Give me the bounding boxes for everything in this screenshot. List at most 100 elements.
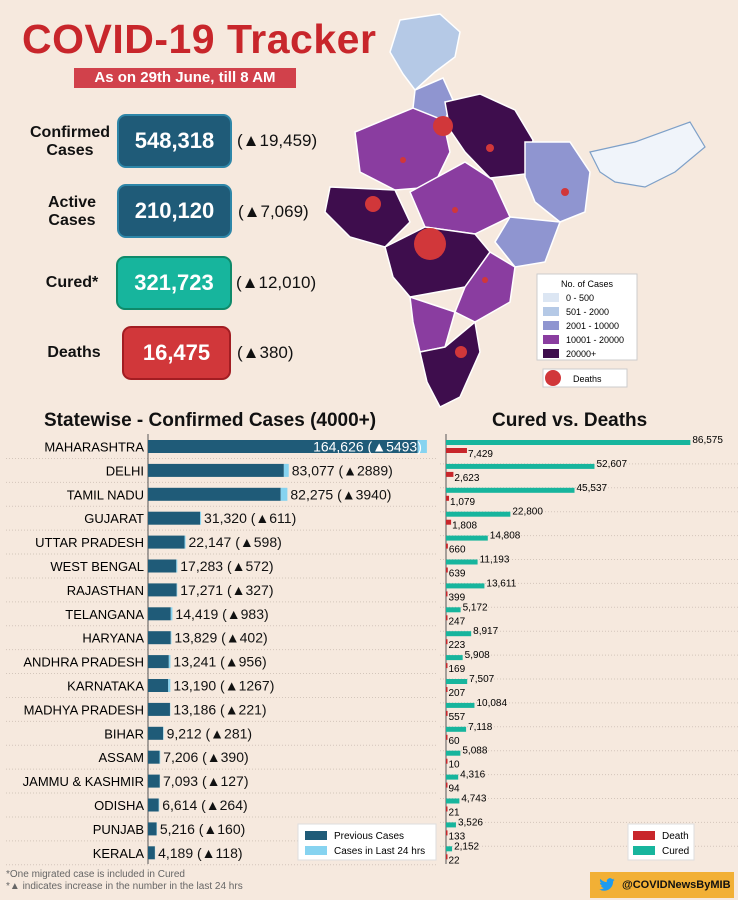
bar-cured-punjab <box>446 822 456 828</box>
value-label-karnataka: 13,190 (▲1267) <box>173 678 274 694</box>
twitter-icon <box>599 878 615 891</box>
death-label-telangana: 247 <box>449 616 466 627</box>
bar-death-odisha <box>446 806 448 812</box>
deaths-legend-box <box>542 368 628 388</box>
legend-swatch-1 <box>543 293 559 302</box>
region-tamil-nadu <box>419 320 481 409</box>
bar-death-jammu-kashmir <box>446 782 448 788</box>
value-label-gujarat: 31,320 (▲611) <box>204 510 296 526</box>
bar-cured-west-bengal <box>446 559 478 565</box>
cured-label-delhi: 52,607 <box>596 459 627 470</box>
death-label-gujarat: 1,808 <box>452 521 477 532</box>
death-bubbles <box>365 116 569 358</box>
bar-previous-andhra-pradesh <box>148 655 169 669</box>
value-label-kerala: 4,189 (▲118) <box>158 845 242 861</box>
region-rajasthan <box>354 107 451 191</box>
value-label-punjab: 5,216 (▲160) <box>160 821 245 837</box>
death-bubble-madhya-pradesh <box>452 207 458 213</box>
legend-label-death: Death <box>662 831 689 842</box>
state-label-madhya-pradesh: MADHYA PRADESH <box>24 702 144 717</box>
legend-item-3: 2001 - 10000 <box>566 321 619 331</box>
cured-label-jammu-kashmir: 4,316 <box>460 770 485 781</box>
bar-death-madhya-pradesh <box>446 710 448 716</box>
cd-marks: 86,575 7,429 52,607 2,623 45,537 1,079 22,800 1… <box>446 435 723 866</box>
bar-death-punjab <box>446 830 448 836</box>
value-label-madhya-pradesh: 13,186 (▲221) <box>173 701 266 717</box>
bar-death-gujarat <box>446 519 452 525</box>
india-map: No. of Cases 0 - 500 501 - 2000 2001 - 1… <box>324 13 706 409</box>
death-label-kerala: 22 <box>449 855 461 866</box>
cured-label-odisha: 4,743 <box>461 794 486 805</box>
cured-label-karnataka: 7,507 <box>469 674 494 685</box>
region-gujarat <box>324 186 411 248</box>
death-label-odisha: 21 <box>449 808 461 819</box>
bar-last24-rajasthan <box>176 583 178 597</box>
bar-death-uttar-pradesh <box>446 543 448 549</box>
bar-cured-odisha <box>446 798 460 804</box>
bar-last24-tamil-nadu <box>280 487 288 501</box>
death-label-assam: 10 <box>449 760 461 771</box>
footnote-migrated: *One migrated case is included in Cured <box>6 869 185 880</box>
bar-last24-west-bengal <box>176 559 178 573</box>
death-bubble-uttar-pradesh <box>486 144 494 152</box>
active-label-line1: Active <box>47 194 97 211</box>
bar-death-bihar <box>446 734 448 740</box>
state-label-assam: ASSAM <box>98 750 144 765</box>
state-label-jammu-kashmir: JAMMU & KASHMIR <box>23 774 144 789</box>
bar-previous-punjab <box>148 822 157 836</box>
bar-last24-andhra-pradesh <box>168 655 171 669</box>
statewise-legend: Previous Cases Cases in Last 24 hrs <box>297 823 437 861</box>
confirmed-delta: (▲19,459) <box>237 131 318 150</box>
bar-death-west-bengal <box>446 567 448 573</box>
cured-deaths-chart-title: Cured vs. Deaths <box>492 410 648 431</box>
cured-label-gujarat: 22,800 <box>512 507 543 518</box>
bar-cured-uttar-pradesh <box>446 535 488 541</box>
cd-legend: Death Cured <box>627 823 695 861</box>
bar-previous-uttar-pradesh <box>148 535 185 549</box>
cured-label-west-bengal: 11,193 <box>480 555 510 566</box>
value-label-maharashtra: 164,626 (▲5493) <box>313 439 422 455</box>
bar-cured-haryana <box>446 631 472 637</box>
confirmed-value: 548,318 <box>117 114 232 168</box>
active-delta: (▲7,069) <box>238 202 309 221</box>
bar-previous-jammu-kashmir <box>148 774 160 788</box>
state-label-rajasthan: RAJASTHAN <box>67 583 144 598</box>
cured-label-tamil-nadu: 45,537 <box>577 483 608 494</box>
death-bubble-rajasthan <box>400 157 406 163</box>
state-label-kerala: KERALA <box>93 846 145 861</box>
state-label-tamil-nadu: TAMIL NADU <box>67 487 144 502</box>
bar-previous-rajasthan <box>148 583 177 597</box>
bar-death-telangana <box>446 615 448 621</box>
value-label-haryana: 13,829 (▲402) <box>174 630 267 646</box>
bar-cured-telangana <box>446 607 461 613</box>
region-bihar-bengal <box>524 141 591 223</box>
value-label-bihar: 9,212 (▲281) <box>167 725 252 741</box>
cured-label: Cured* <box>45 274 99 291</box>
bar-last24-assam <box>159 750 161 764</box>
bar-death-haryana <box>446 639 448 645</box>
page-title: COVID-19 Tracker <box>22 16 377 62</box>
death-label-madhya-pradesh: 557 <box>449 712 466 723</box>
value-label-rajasthan: 17,271 (▲327) <box>180 582 273 598</box>
bar-last24-haryana <box>170 631 172 645</box>
bar-cured-delhi <box>446 463 595 469</box>
value-label-tamil-nadu: 82,275 (▲3940) <box>290 486 391 502</box>
bar-death-kerala <box>446 854 448 860</box>
active-label-line2: Cases <box>48 212 96 229</box>
active-value: 210,120 <box>117 184 232 238</box>
footnote-triangle: *▲ indicates increase in the number in t… <box>6 881 243 892</box>
bar-cured-jammu-kashmir <box>446 774 459 780</box>
cured-label-punjab: 3,526 <box>458 817 483 828</box>
cured-deaths-bar-chart: 86,575 7,429 52,607 2,623 45,537 1,079 22,800 1… <box>440 434 738 866</box>
legend-swatch-last24 <box>305 846 327 855</box>
twitter-handle-badge[interactable]: @COVIDNewsByMIB <box>590 872 734 898</box>
death-bubble-maharashtra <box>414 228 446 260</box>
bar-last24-telangana <box>170 607 173 621</box>
bar-cured-rajasthan <box>446 583 485 589</box>
death-label-haryana: 223 <box>449 640 466 651</box>
death-bubble-delhi <box>433 116 453 136</box>
bar-previous-delhi <box>148 463 284 477</box>
death-bubble-telangana <box>482 277 488 283</box>
cured-label-haryana: 8,917 <box>473 626 498 637</box>
state-label-punjab: PUNJAB <box>93 822 144 837</box>
